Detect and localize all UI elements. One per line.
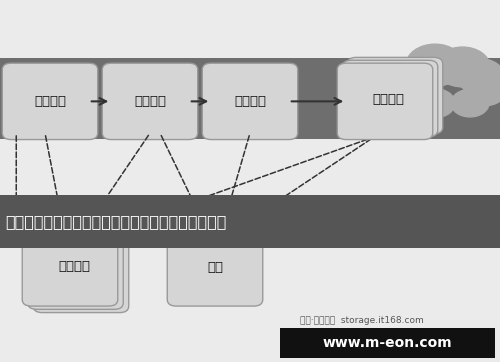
FancyBboxPatch shape [342, 60, 438, 137]
Circle shape [435, 47, 490, 87]
Text: www.m-eon.com: www.m-eon.com [322, 336, 452, 350]
Text: 管理系统: 管理系统 [134, 95, 166, 108]
Circle shape [451, 89, 489, 117]
Bar [0, 195, 500, 248]
Text: 德甲战术分析方法与实践工具开发研究及其应用探讨: 德甲战术分析方法与实践工具开发研究及其应用探讨 [5, 214, 226, 229]
Text: 云用户端: 云用户端 [34, 95, 66, 108]
Circle shape [406, 44, 464, 86]
FancyBboxPatch shape [202, 63, 298, 140]
Text: 监控: 监控 [207, 261, 223, 274]
Text: 你的·存储频道  storage.it168.com: 你的·存储频道 storage.it168.com [300, 316, 424, 325]
Text: 部署工具: 部署工具 [234, 95, 266, 108]
FancyBboxPatch shape [2, 63, 98, 140]
Circle shape [415, 89, 455, 118]
FancyBboxPatch shape [347, 58, 443, 134]
Text: 服务目录: 服务目录 [58, 260, 90, 273]
Circle shape [456, 59, 500, 93]
FancyBboxPatch shape [28, 233, 123, 309]
Text: 服务器群: 服务器群 [372, 93, 404, 106]
Bar [280, 328, 495, 358]
Bar [0, 58, 500, 139]
Circle shape [389, 75, 431, 106]
FancyBboxPatch shape [102, 63, 198, 140]
FancyBboxPatch shape [22, 230, 118, 306]
Circle shape [391, 59, 439, 93]
FancyBboxPatch shape [337, 63, 432, 140]
Circle shape [464, 75, 500, 106]
FancyBboxPatch shape [167, 230, 263, 306]
FancyBboxPatch shape [34, 236, 129, 312]
